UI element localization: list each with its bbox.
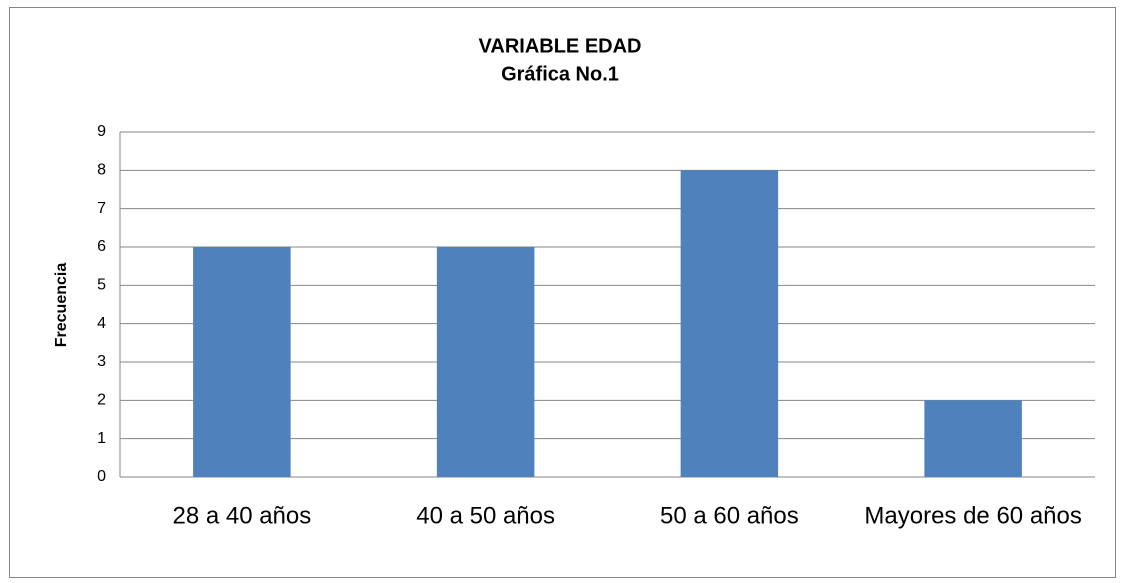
chart-title: VARIABLE EDAD — [479, 35, 642, 57]
chart-subtitle: Gráfica No.1 — [501, 63, 619, 85]
y-tick-label: 0 — [97, 468, 106, 485]
y-tick-label: 3 — [97, 353, 106, 370]
y-tick-label: 9 — [97, 123, 106, 140]
x-tick-label: 40 a 50 años — [416, 502, 555, 529]
y-tick-label: 8 — [97, 162, 106, 179]
x-tick-label: 28 a 40 años — [172, 502, 311, 529]
y-tick-label: 1 — [97, 430, 106, 447]
y-tick-label: 6 — [97, 238, 106, 255]
bar — [193, 247, 291, 477]
y-tick-label: 2 — [97, 392, 106, 409]
bar — [680, 170, 779, 478]
y-axis-label: Frecuencia — [53, 263, 70, 348]
y-tick-label: 4 — [97, 315, 106, 332]
y-tick-label: 5 — [97, 277, 106, 294]
x-tick-label: 50 a 60 años — [660, 502, 799, 529]
y-tick-label: 7 — [97, 200, 106, 217]
x-tick-label: Mayores de 60 años — [864, 502, 1081, 529]
bar — [924, 400, 1022, 477]
bar — [436, 247, 535, 477]
chart-frame — [9, 7, 1116, 578]
